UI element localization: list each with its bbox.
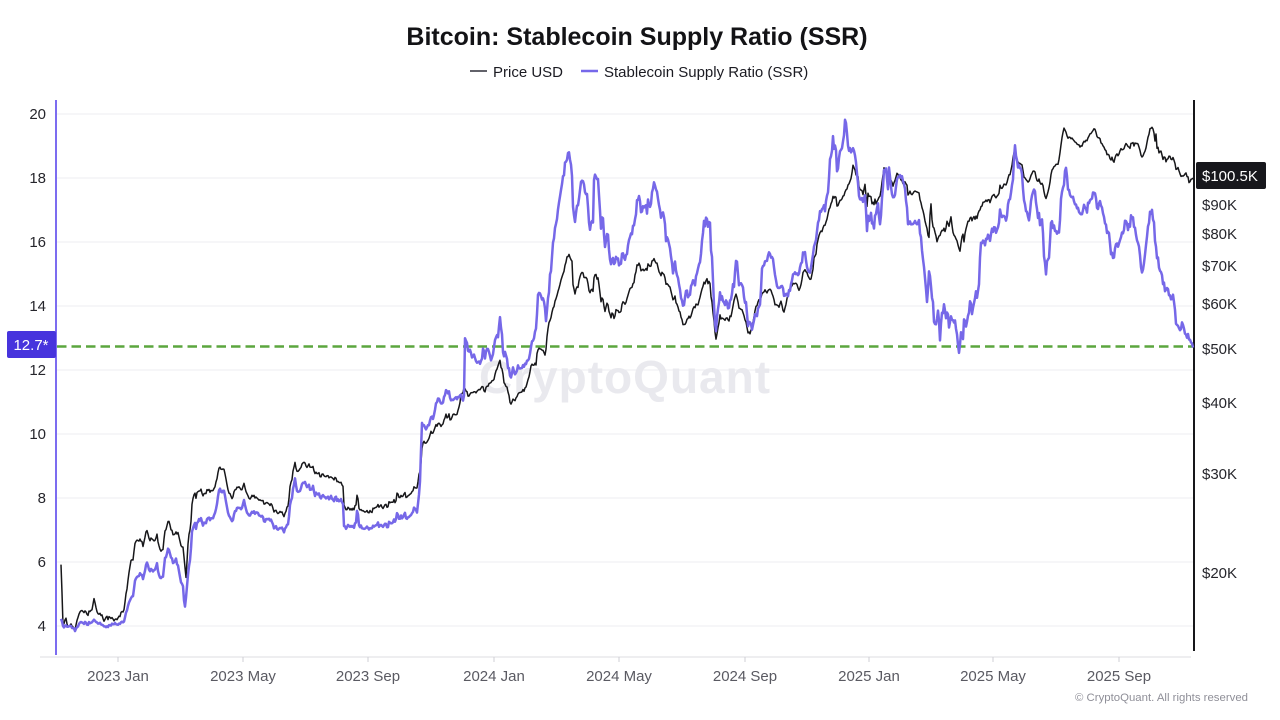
svg-text:CryptoQuant: CryptoQuant bbox=[479, 351, 771, 403]
svg-text:2023 Jan: 2023 Jan bbox=[87, 668, 149, 685]
svg-text:4: 4 bbox=[38, 618, 46, 635]
svg-text:© CryptoQuant. All rights rese: © CryptoQuant. All rights reserved bbox=[1075, 692, 1248, 704]
svg-text:2023 Sep: 2023 Sep bbox=[336, 668, 400, 685]
svg-text:16: 16 bbox=[29, 234, 46, 251]
svg-text:2025 Jan: 2025 Jan bbox=[838, 668, 900, 685]
svg-text:2025 May: 2025 May bbox=[960, 668, 1026, 685]
svg-text:20: 20 bbox=[29, 106, 46, 123]
svg-text:Stablecoin Supply Ratio (SSR): Stablecoin Supply Ratio (SSR) bbox=[604, 64, 808, 81]
svg-text:2023 May: 2023 May bbox=[210, 668, 276, 685]
svg-text:12: 12 bbox=[29, 362, 46, 379]
svg-text:10: 10 bbox=[29, 426, 46, 443]
svg-text:$30K: $30K bbox=[1202, 466, 1237, 483]
svg-text:$100.5K: $100.5K bbox=[1202, 168, 1258, 185]
svg-text:$40K: $40K bbox=[1202, 395, 1237, 412]
svg-text:2024 Sep: 2024 Sep bbox=[713, 668, 777, 685]
svg-text:Price USD: Price USD bbox=[493, 64, 563, 81]
svg-text:6: 6 bbox=[38, 554, 46, 571]
svg-text:8: 8 bbox=[38, 490, 46, 507]
svg-text:18: 18 bbox=[29, 170, 46, 187]
svg-text:$50K: $50K bbox=[1202, 341, 1237, 358]
svg-text:$20K: $20K bbox=[1202, 565, 1237, 582]
svg-text:Bitcoin: Stablecoin Supply Rat: Bitcoin: Stablecoin Supply Ratio (SSR) bbox=[406, 23, 867, 51]
svg-text:$80K: $80K bbox=[1202, 226, 1237, 243]
svg-text:2024 Jan: 2024 Jan bbox=[463, 668, 525, 685]
svg-text:$60K: $60K bbox=[1202, 296, 1237, 313]
svg-text:12.7*: 12.7* bbox=[13, 337, 48, 354]
svg-text:2025 Sep: 2025 Sep bbox=[1087, 668, 1151, 685]
svg-text:14: 14 bbox=[29, 298, 46, 315]
svg-text:2024 May: 2024 May bbox=[586, 668, 652, 685]
svg-text:$90K: $90K bbox=[1202, 197, 1237, 214]
svg-text:$70K: $70K bbox=[1202, 258, 1237, 275]
